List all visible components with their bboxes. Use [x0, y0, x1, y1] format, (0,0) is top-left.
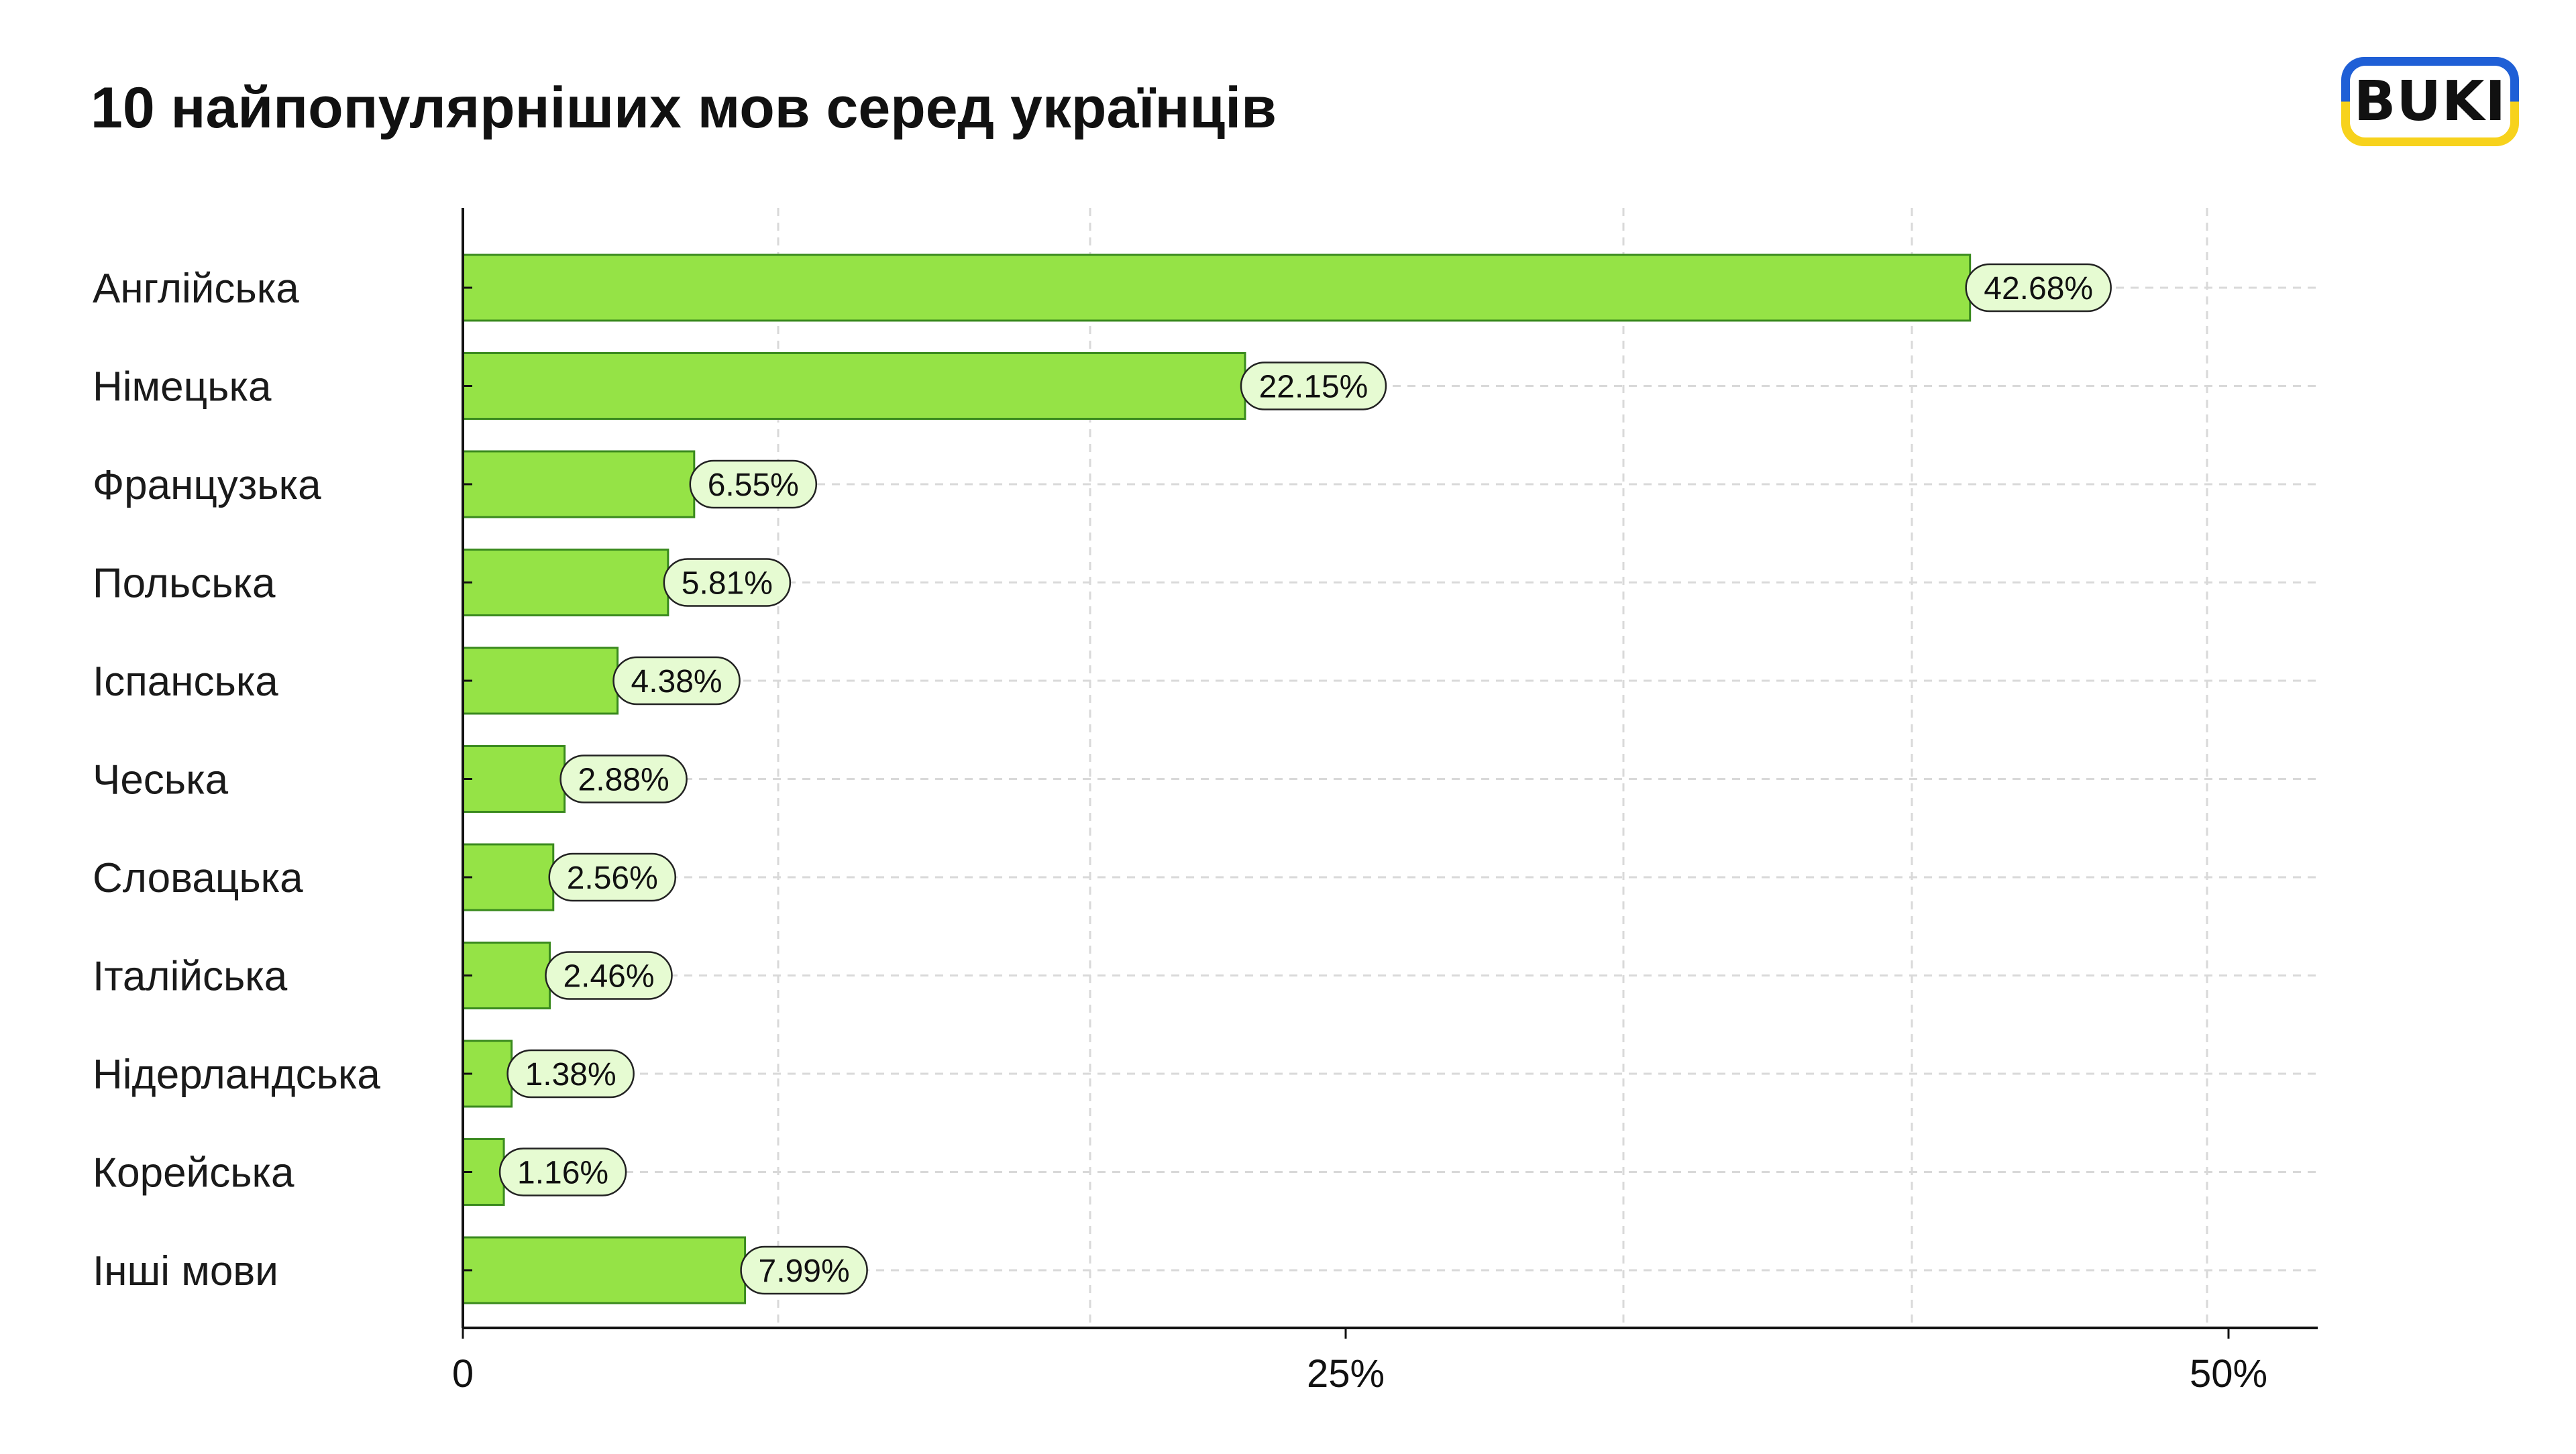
data-label-box: [612, 656, 741, 706]
data-label-box: [740, 1245, 868, 1295]
category-label: Французька: [93, 462, 321, 508]
data-label: 6.55%: [708, 467, 799, 503]
category-label: Англійська: [93, 266, 299, 312]
bar: [462, 647, 619, 715]
category-label: Німецька: [93, 364, 272, 410]
data-label-box: [545, 951, 673, 1000]
category-label: Інші мови: [93, 1248, 278, 1294]
bar: [462, 745, 566, 813]
bar: [462, 549, 669, 616]
logo-text: BUKI: [2353, 70, 2507, 133]
data-label-box: [1240, 361, 1387, 410]
data-label: 2.56%: [567, 860, 658, 896]
data-label: 42.68%: [1984, 271, 2093, 306]
data-label-box: [689, 459, 818, 509]
data-label: 1.38%: [525, 1057, 616, 1093]
data-label-box: [548, 852, 677, 902]
data-label: 4.38%: [631, 664, 722, 700]
data-label-box: [506, 1049, 635, 1099]
data-label-box: [1965, 263, 2112, 313]
bar: [462, 352, 1246, 420]
x-tick-label: 50%: [2190, 1352, 2267, 1396]
data-label: 1.16%: [517, 1156, 608, 1191]
data-label-box: [498, 1148, 627, 1196]
x-tick-label: 25%: [1307, 1352, 1385, 1396]
data-label: 22.15%: [1259, 370, 1368, 405]
data-label: 7.99%: [759, 1253, 850, 1289]
bar: [462, 254, 1972, 322]
logo-inner: BUKI: [2350, 66, 2510, 137]
category-label: Корейська: [93, 1150, 294, 1196]
data-label-box: [559, 754, 688, 803]
bar: [462, 942, 551, 1009]
bar: [462, 1236, 747, 1304]
data-label: 2.46%: [563, 959, 654, 995]
category-label: Чеська: [93, 757, 229, 803]
buki-logo: BUKI: [2341, 57, 2519, 146]
data-label: 2.88%: [578, 763, 669, 798]
bar: [462, 843, 555, 911]
data-label: 5.81%: [682, 566, 773, 602]
data-label-box: [663, 558, 792, 607]
category-label: Словацька: [93, 855, 303, 901]
category-label: Нідерландська: [93, 1052, 380, 1098]
category-label: Польська: [93, 561, 276, 607]
bar: [462, 450, 696, 518]
category-label: Іспанська: [93, 659, 278, 705]
category-label: Італійська: [93, 954, 288, 1000]
x-tick-label: 0: [452, 1352, 474, 1396]
chart-title: 10 найпопулярніших мов серед українців: [91, 76, 1277, 140]
